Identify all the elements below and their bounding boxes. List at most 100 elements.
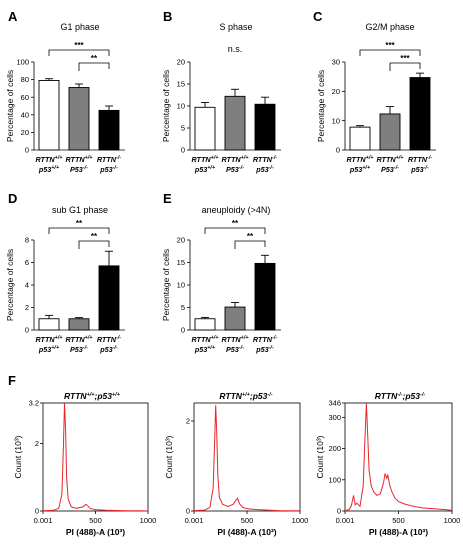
significance-label: ** xyxy=(76,219,83,228)
significance-label: *** xyxy=(385,41,395,50)
category-label: RTTN+/+ xyxy=(192,335,220,344)
category-label: RTTN+/+ xyxy=(36,335,64,344)
y-tick-label: 100 xyxy=(16,58,29,67)
significance-bracket xyxy=(78,62,110,71)
bar xyxy=(349,126,371,151)
panel-label-a: A xyxy=(8,9,18,24)
x-tick-label: 0.001 xyxy=(185,516,204,525)
category-label: p53+/+ xyxy=(194,345,216,354)
category-label: p53-/- xyxy=(99,165,118,174)
significance-bracket xyxy=(204,227,266,234)
bar xyxy=(254,103,276,151)
y-tick-label: 2 xyxy=(25,303,29,312)
category-label: p53-/- xyxy=(99,345,118,354)
y-tick-label: 8 xyxy=(25,236,29,245)
y-tick-label: 2 xyxy=(35,439,39,448)
histogram-title: RTTN+/+;p53+/+ xyxy=(64,391,121,401)
bar xyxy=(38,318,60,331)
y-tick-label: 20 xyxy=(332,87,340,96)
y-tick-label: 0 xyxy=(35,507,39,516)
panel-label-f: F xyxy=(8,373,16,388)
bar xyxy=(194,318,216,331)
category-label: RTTN-/- xyxy=(253,155,277,164)
plot-frame xyxy=(42,402,149,512)
histogram-line xyxy=(344,402,453,512)
y-tick-label: 40 xyxy=(21,110,29,119)
x-tick-label: 500 xyxy=(392,516,405,525)
y-tick-label: 15 xyxy=(177,80,185,89)
y-tick-label: 60 xyxy=(21,93,29,102)
histogram-title: RTTN+/+;p53-/- xyxy=(219,391,272,401)
y-tick-label: 20 xyxy=(177,236,185,245)
x-tick-label: 1000 xyxy=(292,516,309,525)
flow-histogram-3: RTTN-/-;p53-/- 0 100 200 300 346 0.001 500 1000 C… xyxy=(315,391,460,537)
category-label: RTTN-/- xyxy=(97,335,121,344)
category-label: p53-/- xyxy=(255,165,274,174)
bar xyxy=(38,80,60,151)
significance-label: *** xyxy=(74,41,84,50)
y-tick-label: 200 xyxy=(328,444,341,453)
category-label: RTTN-/- xyxy=(408,155,432,164)
bar xyxy=(409,77,431,151)
x-tick-label: 0.001 xyxy=(34,516,53,525)
panel-label-b: B xyxy=(163,9,172,24)
bar xyxy=(194,106,216,151)
title-g1: G1 phase xyxy=(60,22,99,32)
x-tick-label: 500 xyxy=(89,516,102,525)
category-label: RTTN+/+ xyxy=(347,155,375,164)
y-axis-label: Percentage of cells xyxy=(5,249,15,321)
y-axis-label: Percentage of cells xyxy=(316,70,326,142)
category-label: RTTN-/- xyxy=(253,335,277,344)
title-s: S phase xyxy=(219,22,252,32)
category-label: RTTN+/+ xyxy=(66,155,94,164)
title-g2m: G2/M phase xyxy=(365,22,414,32)
y-axis-label: Count (10³) xyxy=(315,435,325,478)
y-tick-label: 300 xyxy=(328,413,341,422)
y-tick-label: 5 xyxy=(181,124,185,133)
y-tick-label: 0 xyxy=(181,146,185,155)
significance-label: ** xyxy=(91,232,98,241)
y-tick-label: 2 xyxy=(186,417,190,426)
histogram-line xyxy=(193,405,301,512)
y-tick-label: 0 xyxy=(337,507,341,516)
y-tick-label: 0 xyxy=(186,507,190,516)
flow-histogram-2: RTTN+/+;p53-/- 0 2 0.001 500 1000 Count (10³) P… xyxy=(164,391,308,537)
significance-bracket xyxy=(389,62,421,71)
y-axis-label: Percentage of cells xyxy=(5,70,15,142)
y-tick-label: 10 xyxy=(177,281,185,290)
y-tick-label: 15 xyxy=(177,258,185,267)
x-tick-label: 500 xyxy=(241,516,254,525)
category-label: P53-/- xyxy=(70,345,88,354)
x-axis-label: PI (488)-A (10³) xyxy=(369,527,428,537)
category-label: RTTN+/+ xyxy=(36,155,64,164)
y-axis-label: Count (10³) xyxy=(13,435,23,478)
y-tick-label: 0 xyxy=(25,326,29,335)
histogram-line xyxy=(42,402,149,512)
y-tick-label: 4 xyxy=(25,281,29,290)
significance-bracket xyxy=(48,227,110,234)
plot-frame xyxy=(344,402,453,512)
y-tick-label: 346 xyxy=(328,399,341,408)
significance-label: ** xyxy=(247,232,254,241)
y-axis-label: Percentage of cells xyxy=(161,249,171,321)
x-tick-label: 1000 xyxy=(444,516,461,525)
y-tick-label: 3.2 xyxy=(29,399,39,408)
panel-label-d: D xyxy=(8,191,17,206)
x-axis-label: PI (488)-A (10³) xyxy=(217,527,276,537)
x-axis-label: PI (488)-A (10³) xyxy=(66,527,125,537)
significance-bracket xyxy=(234,240,266,249)
y-tick-label: 10 xyxy=(177,102,185,111)
y-tick-label: 5 xyxy=(181,303,185,312)
y-tick-label: 10 xyxy=(332,116,340,125)
y-tick-label: 20 xyxy=(21,128,29,137)
flow-histogram-1: RTTN+/+;p53+/+ 0 2 3.2 0.001 500 1000 Count (10… xyxy=(13,391,156,537)
category-label: P53-/- xyxy=(381,165,399,174)
category-label: P53-/- xyxy=(226,345,244,354)
significance-bracket xyxy=(359,49,421,56)
y-tick-label: 100 xyxy=(328,475,341,484)
bar xyxy=(379,113,401,151)
